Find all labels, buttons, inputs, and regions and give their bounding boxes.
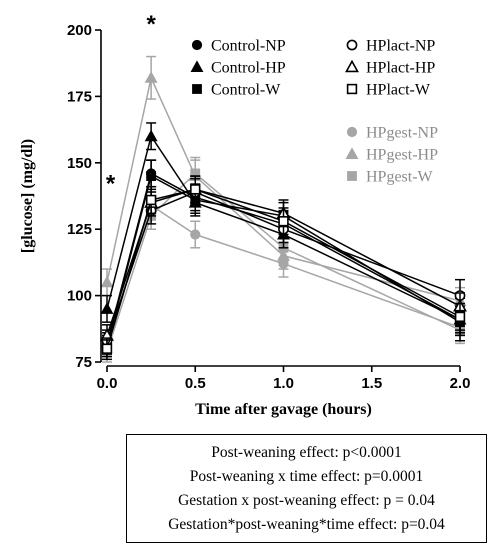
data-point <box>454 311 466 323</box>
data-point <box>146 171 157 181</box>
x-tick-label: 0.0 <box>97 375 118 392</box>
stat-line: Post-weaning effect: p<0.0001 <box>211 443 402 461</box>
legend-item: HPlact-NP <box>346 38 435 55</box>
legend-marker <box>346 83 358 95</box>
y-tick-label: 125 <box>67 221 92 238</box>
legend-item: HPgest-NP <box>346 125 438 142</box>
y-tick-label: 150 <box>67 155 92 172</box>
legend-item: Control-NP <box>191 38 286 55</box>
significance-asterisk: * <box>106 170 116 197</box>
legend-marker <box>191 39 203 51</box>
data-point <box>144 129 158 142</box>
data-point <box>100 302 114 314</box>
legend-marker <box>192 84 202 94</box>
y-tick-label: 75 <box>75 354 92 371</box>
x-tick-label: 0.5 <box>185 375 206 392</box>
data-point <box>101 343 113 354</box>
legend-item: HPlact-W <box>346 82 431 99</box>
legend-label: Control-W <box>211 82 281 99</box>
x-tick-label: 2.0 <box>450 375 471 392</box>
data-point <box>100 275 114 288</box>
data-point <box>190 184 201 195</box>
stat-line: Gestation*post-weaning*time effect: p=0.… <box>168 515 445 533</box>
significance-asterisk: * <box>146 11 156 38</box>
legend-item: HPlact-HP <box>345 59 435 77</box>
legend-label: HPlact-W <box>366 82 431 99</box>
y-axis-title: [glucose] (mg/dl) <box>19 139 36 253</box>
legend-marker <box>346 39 358 51</box>
legend-marker <box>347 171 357 181</box>
legend-label: Control-NP <box>211 38 286 55</box>
y-tick-label: 200 <box>67 22 92 39</box>
series-hplact-w <box>101 175 466 361</box>
data-point <box>278 216 289 227</box>
x-tick-label: 1.5 <box>361 375 382 392</box>
data-point <box>190 229 201 240</box>
legend-marker <box>346 126 358 138</box>
data-point <box>144 71 158 83</box>
stat-line: Gestation x post-weaning effect: p = 0.0… <box>178 491 435 509</box>
glucose-line-chart: 75 100 125 150 175 200 0.0 0.5 1.0 1.5 2.0 Time aft… <box>19 11 471 418</box>
legend-label: HPgest-W <box>366 169 434 186</box>
stat-line: Post-weaning x time effect: p=0.0001 <box>189 467 424 485</box>
legend-item: HPgest-HP <box>345 147 438 164</box>
legend-label: HPlact-HP <box>366 60 435 77</box>
legend-label: HPgest-HP <box>366 147 438 164</box>
legend-label: HPgest-NP <box>366 125 438 142</box>
legend-marker <box>345 147 359 159</box>
data-point <box>145 194 157 206</box>
x-axis-title: Time after gavage (hours) <box>195 401 372 418</box>
statistics-box: Post-weaning effect: p<0.0001 Post-weani… <box>126 434 487 543</box>
x-tick-label: 1.0 <box>273 375 294 392</box>
legend-marker <box>345 59 359 73</box>
legend-label: HPlact-NP <box>366 38 435 55</box>
legend-label: Control-HP <box>211 60 286 77</box>
y-tick-label: 175 <box>67 88 92 105</box>
legend-item: Control-HP <box>190 60 286 77</box>
legend-marker <box>190 60 204 72</box>
y-tick-label: 100 <box>67 288 92 305</box>
legend-item: Control-W <box>192 82 281 99</box>
legend-item: HPgest-W <box>347 169 434 186</box>
series-hpgest-w <box>102 159 465 363</box>
